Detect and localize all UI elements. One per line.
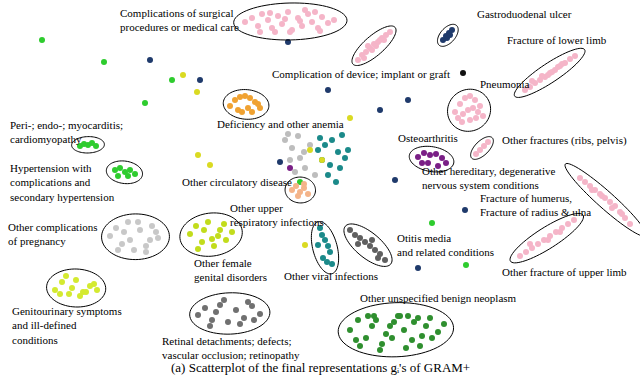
svg-text:Otitis mediaand related condit: Otitis mediaand related conditions — [397, 232, 494, 258]
svg-text:Other complicationsof pregnanc: Other complicationsof pregnancy — [8, 221, 98, 247]
svg-text:Peri-; endo-; myocarditis;card: Peri-; endo-; myocarditis;cardiomyopathy — [10, 119, 123, 145]
svg-text:Fracture of lower limb: Fracture of lower limb — [507, 34, 607, 46]
svg-text:Other upperrespiratory infecti: Other upperrespiratory infections — [230, 202, 324, 228]
svg-text:Other circulatory disease: Other circulatory disease — [182, 176, 292, 188]
svg-text:Pneumonia: Pneumonia — [480, 78, 530, 90]
svg-text:Retinal detachments; defects;v: Retinal detachments; defects;vascular oc… — [162, 335, 300, 361]
svg-text:Complication of device; implan: Complication of device; implant or graft — [272, 68, 450, 80]
svg-text:Other fractures (ribs, pelvis): Other fractures (ribs, pelvis) — [502, 134, 627, 147]
svg-text:Other femalegenital disorders: Other femalegenital disorders — [194, 257, 267, 283]
svg-text:Deficiency and other anemia: Deficiency and other anemia — [217, 118, 344, 130]
svg-text:Genitourinary symptomsand ill-: Genitourinary symptomsand ill-definedcon… — [12, 305, 122, 346]
svg-text:Gastroduodenal ulcer: Gastroduodenal ulcer — [477, 8, 572, 20]
svg-text:Complications of surgicalproce: Complications of surgicalprocedures or m… — [120, 7, 239, 33]
svg-text:Other unspecified benign neopl: Other unspecified benign neoplasm — [360, 292, 517, 304]
svg-text:Hypertension withcomplications: Hypertension withcomplications andsecond… — [10, 162, 115, 203]
svg-text:Other hereditary, degenerative: Other hereditary, degenerativenervous sy… — [422, 165, 555, 191]
svg-text:Other viral infections: Other viral infections — [284, 270, 378, 282]
svg-text:Other fracture of upper limb: Other fracture of upper limb — [502, 266, 627, 278]
svg-text:Osteoarthritis: Osteoarthritis — [398, 132, 458, 144]
svg-text:(a) Scatterplot of the final r: (a) Scatterplot of the final representat… — [171, 360, 470, 375]
svg-text:Fracture of humerus,Fracture o: Fracture of humerus,Fracture of radius &… — [480, 192, 591, 218]
